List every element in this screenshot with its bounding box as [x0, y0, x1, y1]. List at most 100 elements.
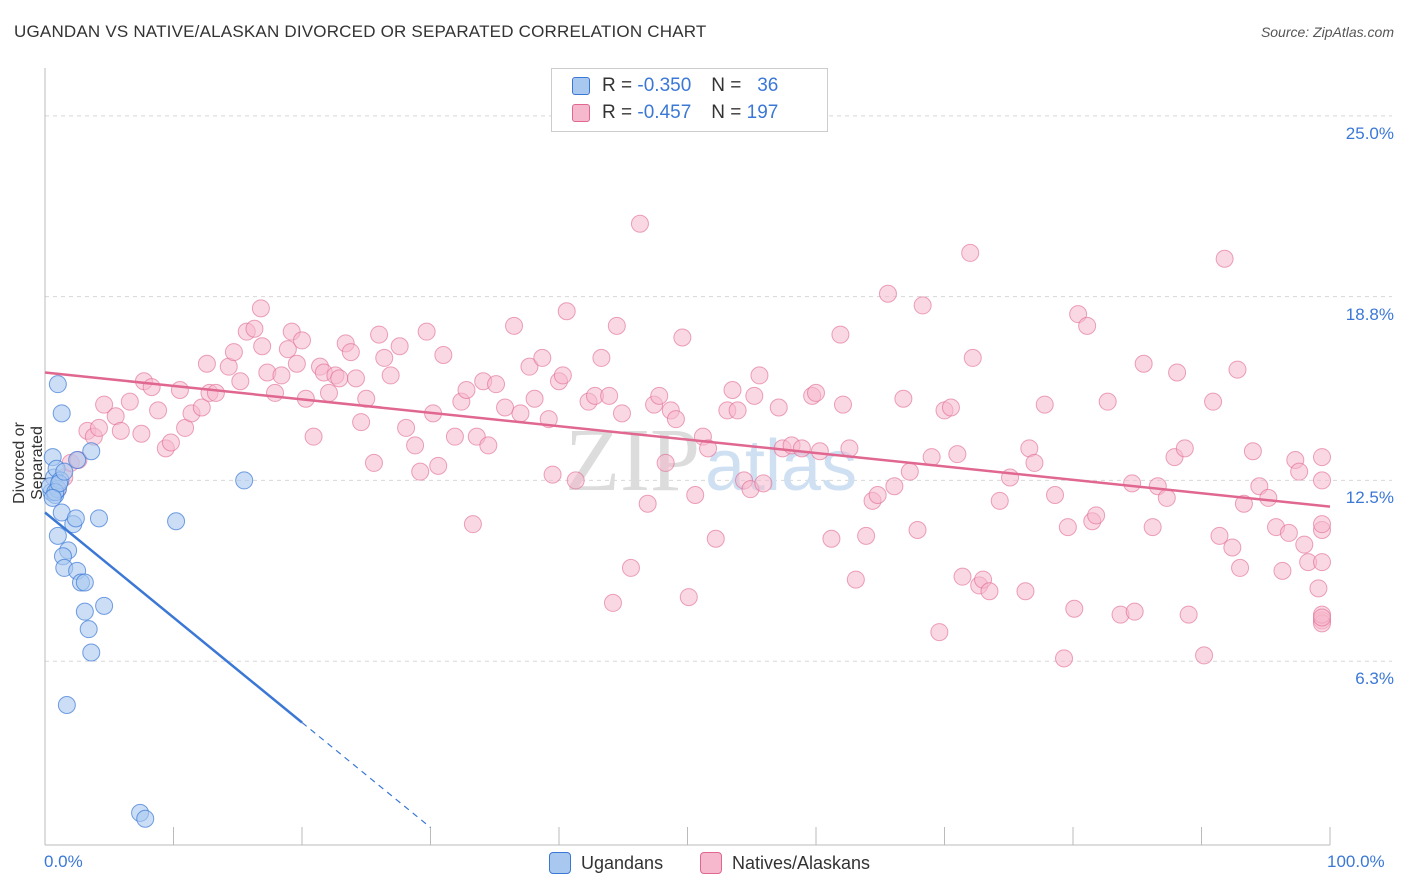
native-point [132, 424, 151, 443]
native-point [607, 316, 626, 335]
native-point [457, 381, 476, 399]
native-point [1223, 538, 1242, 557]
native-point [961, 243, 980, 262]
bottom-swatch-blue [549, 852, 571, 874]
native-point [1210, 526, 1229, 545]
native-point [161, 433, 180, 452]
bottom-swatch-pink [700, 852, 722, 874]
natives-alaskans-points [48, 214, 1331, 668]
native-point [666, 410, 685, 429]
y-tick-label: 18.8% [1345, 304, 1394, 324]
native-point [1016, 582, 1035, 601]
native-point [192, 398, 211, 417]
native-point [463, 515, 482, 534]
bottom-legend-ugandans: Ugandans [549, 852, 663, 874]
native-point [397, 418, 416, 437]
y-tick-label: 12.5% [1345, 488, 1394, 508]
legend-swatch-pink [572, 104, 590, 122]
native-point [341, 343, 360, 362]
native-point [120, 392, 139, 411]
native-point [406, 436, 425, 455]
native-point [1313, 608, 1331, 627]
native-point [948, 445, 967, 464]
native-point [533, 348, 552, 367]
native-point [745, 386, 764, 405]
natives-trend-line [44, 371, 1331, 508]
native-point [908, 521, 927, 539]
legend-n-value: 197 [746, 102, 779, 123]
native-point [293, 331, 311, 350]
native-point [511, 404, 530, 423]
native-point [505, 316, 524, 335]
ugandan-point [79, 620, 98, 639]
native-point [1078, 316, 1097, 335]
native-point [941, 398, 960, 417]
native-point [638, 494, 657, 513]
native-point [706, 529, 725, 548]
legend-r-label: R = [602, 75, 633, 96]
ugandan-point [55, 462, 74, 481]
native-point [224, 343, 243, 362]
legend-box: R = -0.350 N = 36 R = -0.457 N = 197 [551, 68, 828, 132]
native-point [878, 284, 897, 303]
legend-row-ugandans: R = -0.350 N = 36 [572, 73, 778, 99]
native-point [370, 325, 389, 344]
native-point [822, 529, 841, 548]
x-tick-label-min: 0.0% [44, 852, 83, 871]
native-point [1175, 439, 1194, 458]
legend-row-natives: R = -0.457 N = 197 [572, 100, 778, 126]
native-point [831, 325, 850, 344]
native-point [1065, 599, 1084, 618]
y-tick-label: 6.3% [1355, 669, 1394, 689]
native-point [686, 486, 705, 504]
ugandan-point [66, 509, 85, 528]
native-point [557, 302, 576, 321]
trend-lines [44, 371, 1331, 828]
native-point [1098, 392, 1117, 411]
native-point [723, 381, 742, 399]
ugandan-point [82, 643, 101, 662]
grid-lines [45, 115, 1392, 662]
native-point [913, 296, 932, 315]
native-point [592, 348, 611, 367]
native-point [1273, 561, 1292, 580]
native-point [206, 383, 225, 402]
native-point [1204, 392, 1223, 411]
native-point [1046, 486, 1065, 504]
native-point [900, 462, 919, 481]
ugandan-point [235, 471, 254, 490]
legend-n-value: 36 [757, 75, 779, 96]
bottom-legend-label: Natives/Alaskans [732, 852, 871, 873]
ugandan-point [57, 696, 76, 714]
ugandan-point [68, 451, 87, 469]
native-point [990, 491, 1009, 510]
native-point [445, 427, 464, 446]
native-point [1055, 649, 1074, 668]
ugandans-points [41, 375, 254, 828]
native-point [857, 526, 876, 545]
native-point [603, 593, 622, 612]
native-point [1179, 605, 1198, 624]
native-point [487, 375, 506, 394]
legend-r-label: R = [602, 102, 633, 123]
native-point [364, 453, 383, 472]
x-tick-label-max: 100.0% [1327, 852, 1385, 871]
native-point [231, 372, 250, 391]
native-point [750, 366, 769, 385]
native-point [630, 214, 649, 233]
native-point [1195, 646, 1214, 665]
native-point [1234, 494, 1253, 513]
native-point [417, 322, 436, 341]
native-point [868, 486, 887, 504]
native-point [963, 348, 982, 367]
native-point [792, 439, 811, 458]
native-point [1058, 518, 1077, 537]
native-point [1157, 488, 1176, 507]
native-point [1309, 579, 1328, 598]
ugandans-trend-line [44, 511, 303, 724]
native-point [111, 421, 130, 440]
bottom-legend-natives: Natives/Alaskans [700, 852, 870, 874]
ugandan-point [167, 512, 186, 531]
native-point [525, 389, 544, 408]
native-point [266, 383, 285, 402]
